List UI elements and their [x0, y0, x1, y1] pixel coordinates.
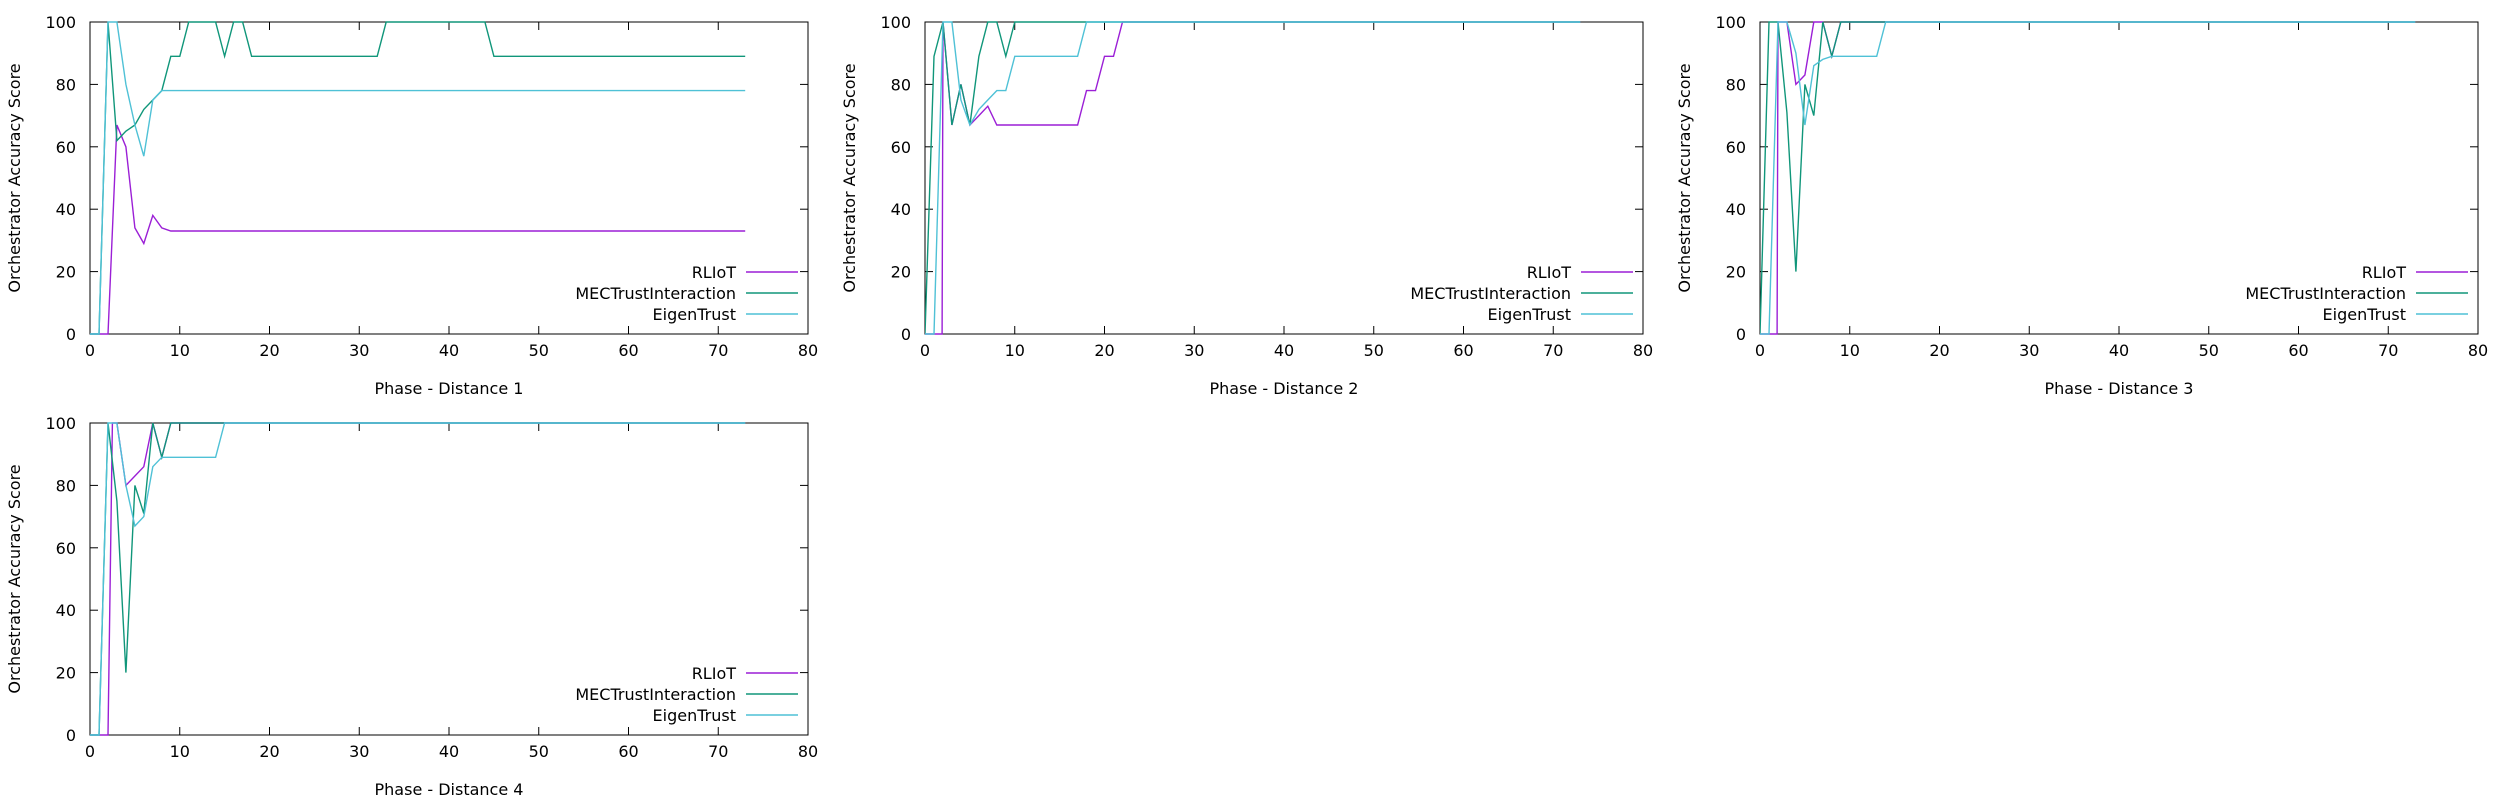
y-tick-label: 100 [45, 13, 76, 32]
y-axis-label: Orchestrator Accuracy Score [840, 63, 859, 292]
y-tick-label: 0 [1736, 325, 1746, 344]
x-tick-label: 20 [1929, 341, 1949, 360]
x-tick-label: 70 [708, 742, 728, 761]
y-tick-label: 80 [891, 75, 911, 94]
y-tick-label: 0 [66, 325, 76, 344]
x-axis-label: Phase - Distance 1 [375, 379, 524, 398]
y-tick-label: 80 [56, 476, 76, 495]
x-tick-label: 40 [439, 742, 459, 761]
x-tick-label: 70 [1543, 341, 1563, 360]
y-tick-label: 80 [56, 75, 76, 94]
legend-label: EigenTrust [653, 305, 736, 324]
y-tick-label: 20 [1726, 263, 1746, 282]
series-line-eigentrust [1760, 21, 2416, 335]
y-tick-label: 40 [56, 200, 76, 219]
y-tick-label: 0 [66, 726, 76, 745]
x-tick-label: 10 [1005, 341, 1025, 360]
x-tick-label: 20 [259, 742, 279, 761]
y-tick-label: 20 [56, 664, 76, 683]
x-tick-label: 10 [1840, 341, 1860, 360]
x-tick-label: 80 [1633, 341, 1653, 360]
x-tick-label: 40 [2109, 341, 2129, 360]
x-tick-label: 0 [85, 742, 95, 761]
legend-label: RLIoT [2362, 263, 2407, 282]
y-tick-label: 40 [891, 200, 911, 219]
series-line-eigentrust [90, 21, 746, 335]
series-line-eigentrust [90, 422, 746, 736]
x-tick-label: 80 [2468, 341, 2488, 360]
x-tick-label: 50 [2199, 341, 2219, 360]
x-tick-label: 0 [920, 341, 930, 360]
x-tick-label: 60 [1453, 341, 1473, 360]
y-tick-label: 0 [901, 325, 911, 344]
y-tick-label: 60 [56, 138, 76, 157]
x-axis-label: Phase - Distance 2 [1210, 379, 1359, 398]
y-tick-label: 60 [56, 539, 76, 558]
x-tick-label: 0 [85, 341, 95, 360]
x-tick-label: 70 [2378, 341, 2398, 360]
y-tick-label: 20 [891, 263, 911, 282]
x-tick-label: 70 [708, 341, 728, 360]
series-line-eigentrust [925, 21, 1581, 335]
y-tick-label: 20 [56, 263, 76, 282]
x-tick-label: 30 [1184, 341, 1204, 360]
legend-label: MECTrustInteraction [575, 685, 736, 704]
series-line-mectrustinteraction [1760, 21, 2416, 335]
y-tick-label: 60 [1726, 138, 1746, 157]
series-line-rliot [925, 21, 1581, 335]
x-tick-label: 80 [798, 341, 818, 360]
x-tick-label: 40 [439, 341, 459, 360]
x-tick-label: 30 [349, 341, 369, 360]
x-tick-label: 60 [618, 742, 638, 761]
chart-3: 0 10 20 30 40 50 60 70 80 0 20 40 60 80 100 Phase - Dis… [1675, 13, 2488, 398]
series-line-mectrustinteraction [90, 21, 746, 335]
x-tick-label: 10 [170, 341, 190, 360]
legend-label: MECTrustInteraction [1410, 284, 1571, 303]
y-axis-label: Orchestrator Accuracy Score [5, 464, 24, 693]
y-tick-label: 40 [1726, 200, 1746, 219]
x-tick-label: 0 [1755, 341, 1765, 360]
chart-4: 0 10 20 30 40 50 60 70 80 0 20 40 60 80 100 Phase - Dis… [5, 414, 818, 799]
x-tick-label: 50 [529, 742, 549, 761]
x-tick-label: 20 [259, 341, 279, 360]
y-tick-label: 100 [45, 414, 76, 433]
x-tick-label: 30 [349, 742, 369, 761]
y-tick-label: 100 [1715, 13, 1746, 32]
legend-label: RLIoT [692, 664, 737, 683]
legend-label: MECTrustInteraction [2245, 284, 2406, 303]
x-axis-label: Phase - Distance 4 [375, 780, 524, 799]
y-axis-label: Orchestrator Accuracy Score [5, 63, 24, 292]
legend-label: MECTrustInteraction [575, 284, 736, 303]
x-tick-label: 50 [1364, 341, 1384, 360]
chart-1: 0 10 20 30 40 50 60 70 80 0 20 40 60 80 100 Phase - Dis… [5, 13, 818, 398]
x-tick-label: 60 [618, 341, 638, 360]
y-tick-label: 80 [1726, 75, 1746, 94]
chart-2: 0 10 20 30 40 50 60 70 80 0 20 40 60 80 100 Phase - Dis… [840, 13, 1653, 398]
x-tick-label: 60 [2288, 341, 2308, 360]
y-tick-label: 40 [56, 601, 76, 620]
x-tick-label: 80 [798, 742, 818, 761]
y-tick-label: 60 [891, 138, 911, 157]
x-tick-label: 30 [2019, 341, 2039, 360]
legend-label: EigenTrust [2323, 305, 2406, 324]
legend-label: RLIoT [1527, 263, 1572, 282]
series-line-rliot [90, 124, 746, 335]
x-tick-label: 40 [1274, 341, 1294, 360]
legend-label: EigenTrust [653, 706, 736, 725]
x-tick-label: 10 [170, 742, 190, 761]
x-axis-label: Phase - Distance 3 [2045, 379, 2194, 398]
x-tick-label: 20 [1094, 341, 1114, 360]
series-line-mectrustinteraction [925, 21, 1581, 335]
y-tick-label: 100 [880, 13, 911, 32]
x-tick-label: 50 [529, 341, 549, 360]
legend-label: EigenTrust [1488, 305, 1571, 324]
legend-label: RLIoT [692, 263, 737, 282]
y-axis-label: Orchestrator Accuracy Score [1675, 63, 1694, 292]
